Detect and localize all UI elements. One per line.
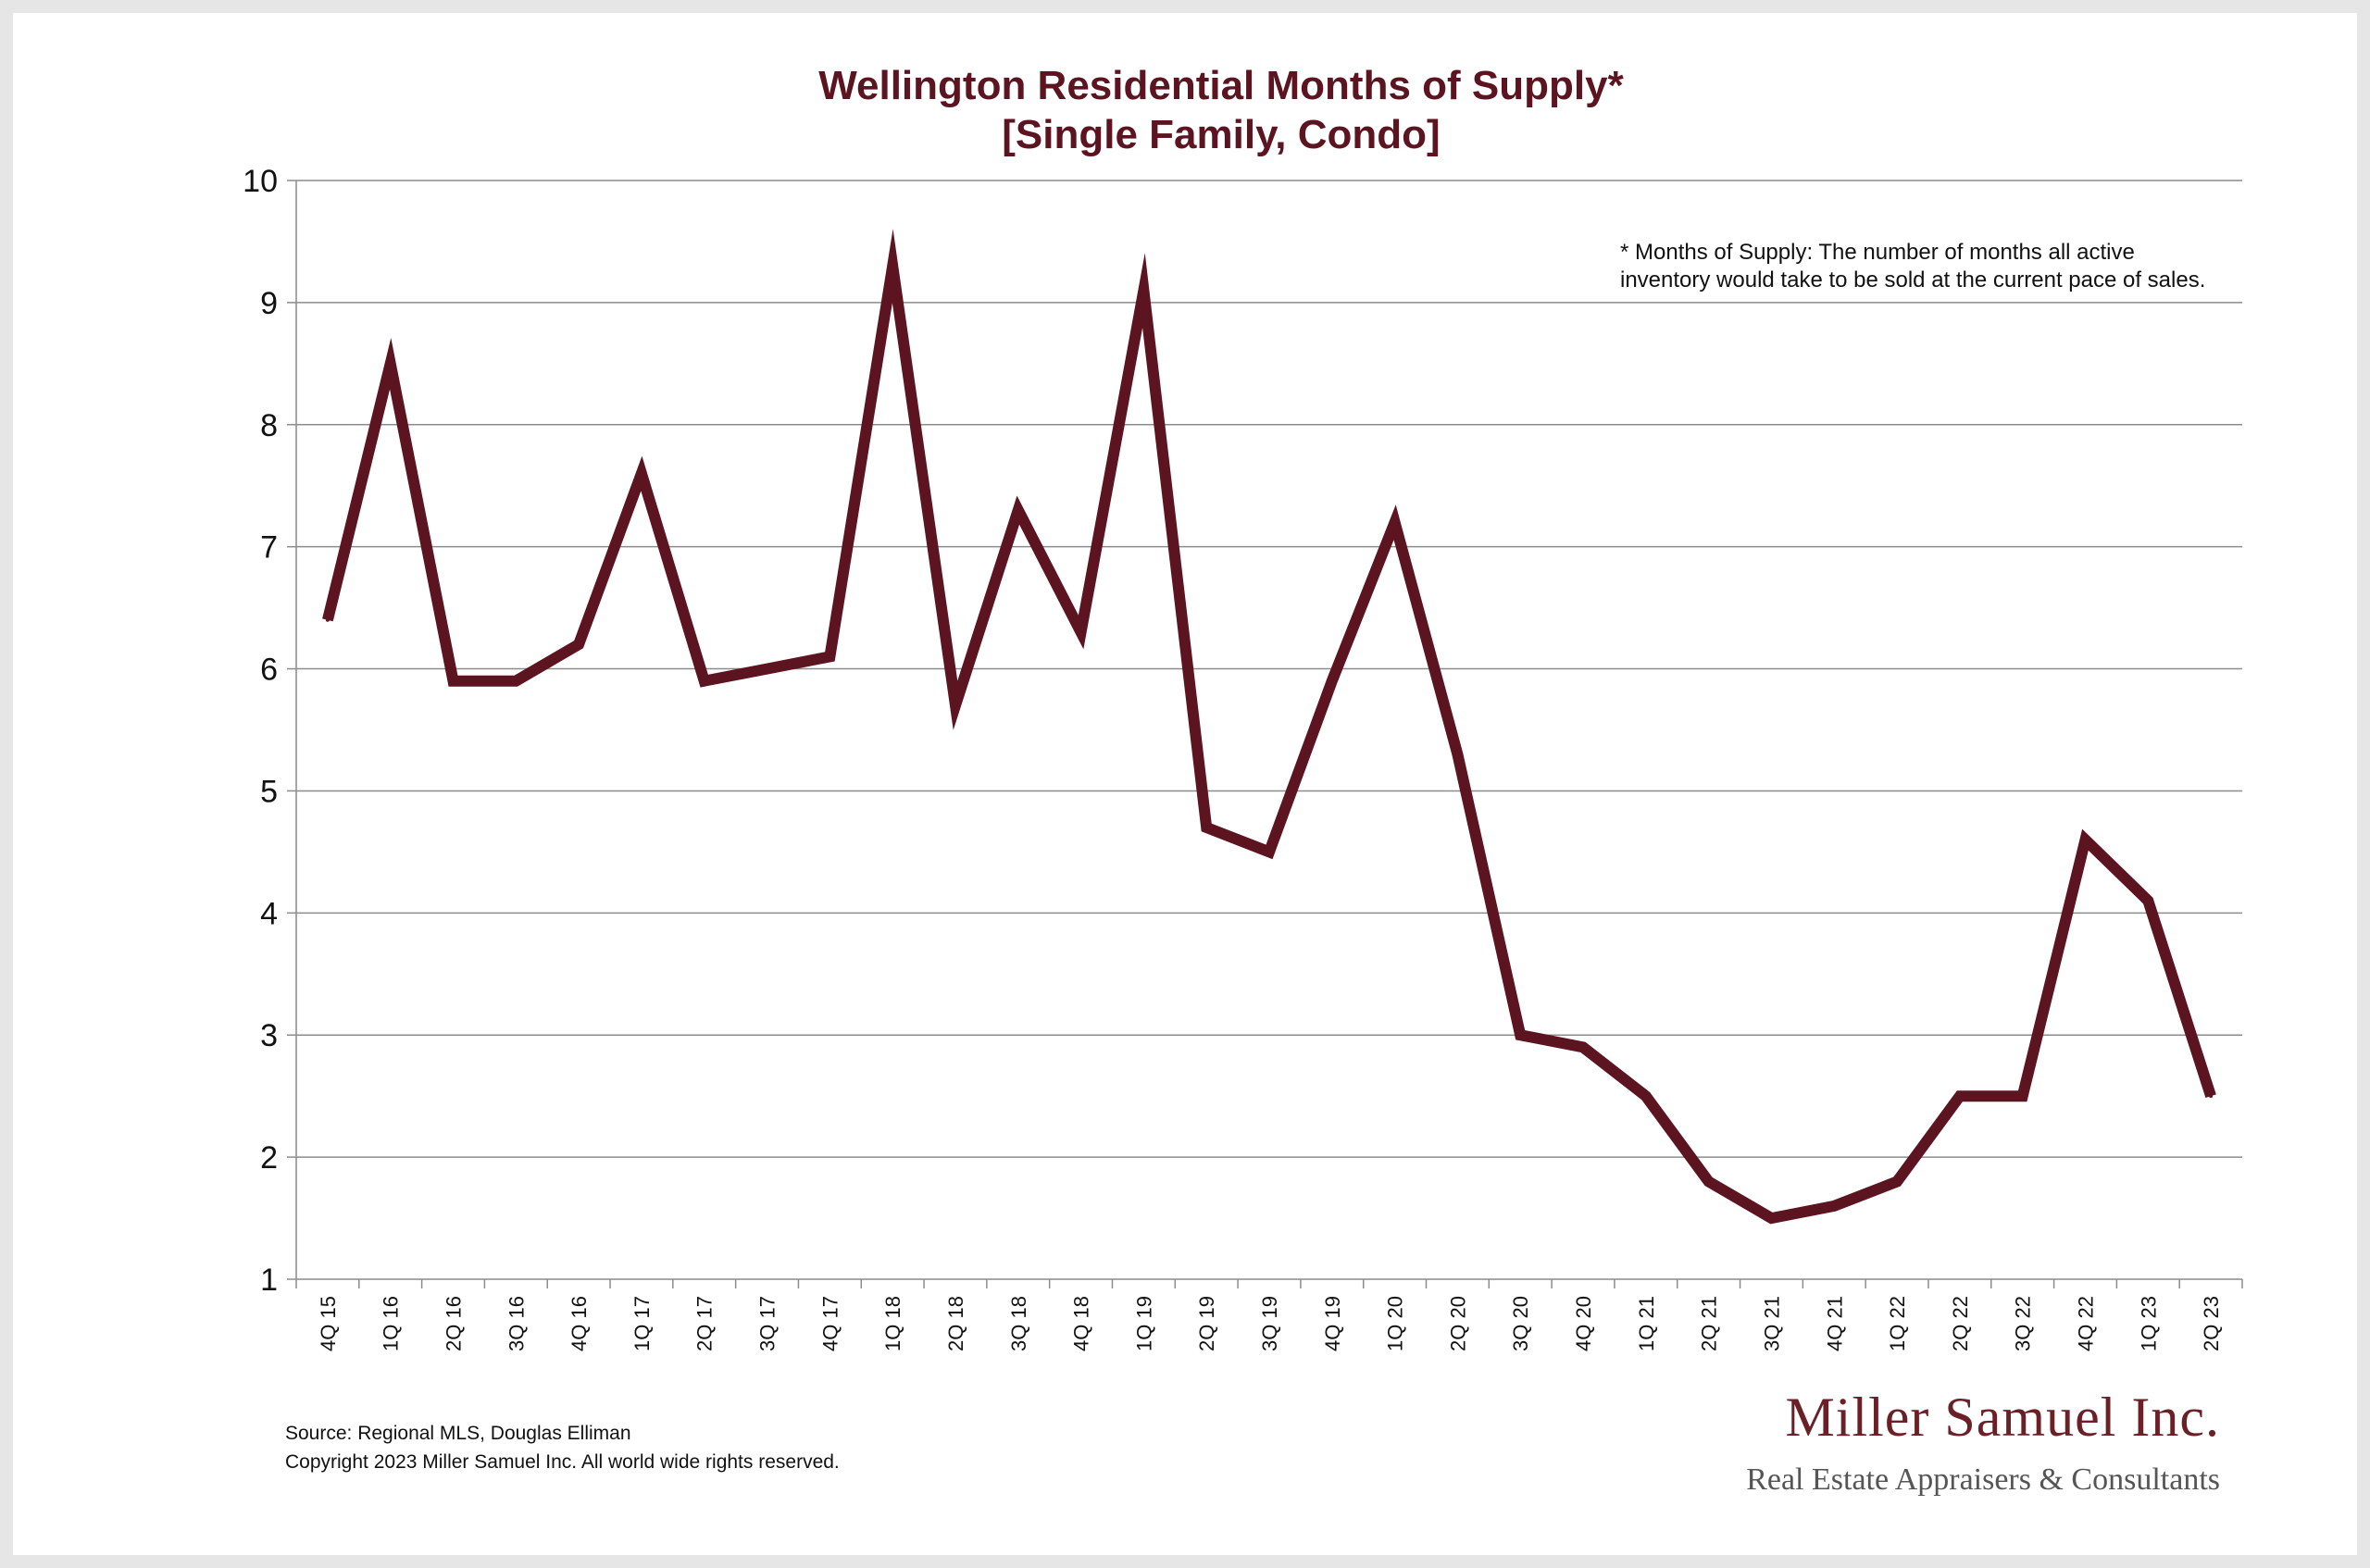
- data-point: [1706, 1179, 1711, 1184]
- x-tick-label: 4Q 17: [818, 1296, 842, 1351]
- logo-tagline: Real Estate Appraisers & Consultants: [1746, 1462, 2220, 1497]
- data-point: [325, 617, 330, 622]
- x-tick-label: 4Q 15: [317, 1296, 340, 1351]
- source-note: Source: Regional MLS, Douglas Elliman: [285, 1423, 631, 1444]
- series-layer: [322, 229, 2216, 1225]
- x-tick-label: 4Q 16: [568, 1296, 591, 1351]
- y-tick-label: 7: [260, 530, 278, 566]
- data-point: [2083, 838, 2088, 842]
- y-tick-label: 3: [260, 1018, 278, 1053]
- y-tick-label: 9: [260, 286, 278, 321]
- data-point: [514, 678, 518, 683]
- data-point: [1581, 1045, 1586, 1050]
- data-point: [577, 642, 581, 647]
- x-tick-label: 3Q 18: [1007, 1296, 1030, 1351]
- data-point: [1957, 1094, 1962, 1099]
- x-tick-label: 3Q 19: [1258, 1296, 1281, 1351]
- y-tick-label: 6: [260, 653, 278, 688]
- x-tick-label: 4Q 19: [1321, 1296, 1344, 1351]
- chart-title: Wellington Residential Months of Supply*: [818, 63, 1624, 108]
- data-point: [639, 471, 643, 476]
- data-point: [765, 666, 769, 671]
- annotation-line-2: inventory would take to be sold at the c…: [1620, 268, 2205, 292]
- y-tick-label: 4: [260, 896, 278, 931]
- x-tick-label: 2Q 22: [1949, 1296, 1972, 1351]
- x-tick-label: 1Q 22: [1886, 1296, 1909, 1351]
- x-tick-label: 1Q 20: [1384, 1296, 1407, 1351]
- gridlines: [296, 180, 2242, 1158]
- data-point: [1769, 1216, 1774, 1221]
- x-tick-label: 1Q 16: [380, 1296, 403, 1351]
- x-tick-label: 3Q 20: [1509, 1296, 1532, 1351]
- data-point: [1016, 508, 1020, 513]
- x-tick-label: 3Q 16: [505, 1296, 528, 1351]
- data-point: [1518, 1033, 1523, 1038]
- data-point: [1455, 752, 1460, 756]
- data-point: [2209, 1094, 2214, 1099]
- x-tick-label: 3Q 17: [756, 1296, 780, 1351]
- data-point: [2020, 1094, 2025, 1099]
- data-point: [953, 703, 957, 708]
- x-tick-label: 4Q 21: [1823, 1296, 1846, 1351]
- x-tick-label: 2Q 16: [443, 1296, 466, 1351]
- data-point: [1079, 629, 1083, 634]
- data-point: [1329, 678, 1334, 683]
- x-tick-label: 1Q 18: [881, 1296, 904, 1351]
- data-point: [1204, 826, 1209, 830]
- axes: [287, 180, 2243, 1288]
- data-point: [1832, 1203, 1837, 1208]
- x-tick-label: 4Q 20: [1572, 1296, 1595, 1351]
- x-tick-label: 1Q 17: [630, 1296, 654, 1351]
- data-point: [1895, 1179, 1900, 1184]
- y-tick-label: 10: [243, 164, 278, 199]
- y-tick-label: 8: [260, 408, 278, 443]
- x-tick-label: 3Q 21: [1760, 1296, 1783, 1351]
- x-tick-label: 2Q 20: [1446, 1296, 1469, 1351]
- x-tick-label: 2Q 18: [944, 1296, 967, 1351]
- y-axis-ticks: 1 2 3 4 5 6 7 8 9 10: [243, 164, 278, 1298]
- data-point: [1392, 520, 1397, 525]
- x-tick-label: 2Q 23: [2200, 1296, 2223, 1351]
- data-point: [1141, 288, 1146, 292]
- data-point: [1267, 850, 1271, 854]
- series-line: [322, 229, 2216, 1225]
- x-tick-label: 3Q 22: [2012, 1296, 2035, 1351]
- x-tick-label: 1Q 23: [2137, 1296, 2160, 1351]
- x-tick-label: 2Q 17: [693, 1296, 717, 1351]
- x-tick-label: 4Q 22: [2074, 1296, 2097, 1351]
- data-point: [891, 264, 895, 268]
- y-tick-label: 5: [260, 774, 278, 809]
- chart-canvas: Wellington Residential Months of Supply*…: [243, 63, 2243, 1497]
- logo-name: Miller Samuel Inc.: [1785, 1387, 2220, 1448]
- x-tick-label: 1Q 19: [1132, 1296, 1155, 1351]
- data-point: [1643, 1094, 1648, 1099]
- x-tick-label: 4Q 18: [1070, 1296, 1093, 1351]
- data-point: [388, 361, 393, 366]
- data-point: [451, 678, 455, 683]
- x-tick-label: 1Q 21: [1635, 1296, 1658, 1351]
- annotation-line-1: * Months of Supply: The number of months…: [1620, 240, 2135, 265]
- data-point: [2146, 899, 2151, 903]
- x-tick-label: 2Q 19: [1195, 1296, 1218, 1351]
- x-axis-ticks: 4Q 15 1Q 16 2Q 16 3Q 16 4Q 16 1Q 17 2Q 17 3Q 17…: [317, 1296, 2223, 1351]
- data-point: [702, 678, 706, 683]
- copyright-note: Copyright 2023 Miller Samuel Inc. All wo…: [285, 1451, 840, 1473]
- data-point: [828, 654, 832, 659]
- chart-frame: Wellington Residential Months of Supply*…: [13, 13, 2357, 1555]
- y-tick-label: 1: [260, 1263, 278, 1298]
- chart-subtitle: [Single Family, Condo]: [1002, 112, 1440, 157]
- x-tick-label: 2Q 21: [1698, 1296, 1721, 1351]
- y-tick-label: 2: [260, 1140, 278, 1176]
